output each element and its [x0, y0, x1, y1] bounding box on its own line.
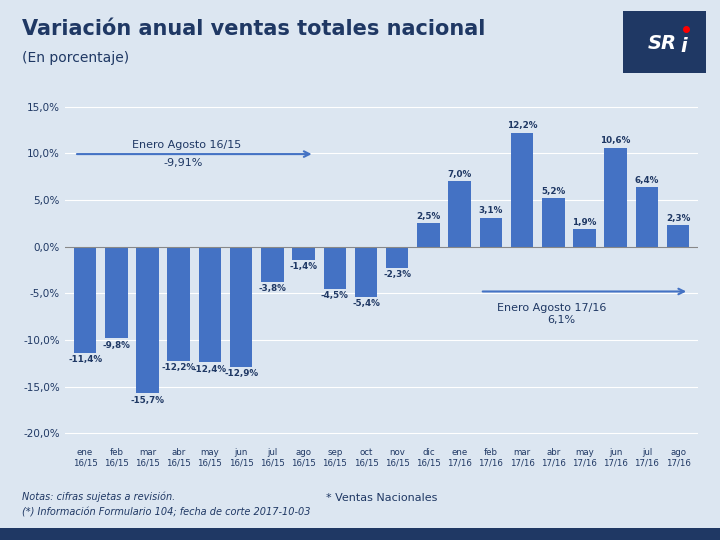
Text: -1,4%: -1,4%	[289, 262, 318, 271]
Text: 2,5%: 2,5%	[416, 212, 441, 221]
Bar	[261, 247, 284, 282]
Text: (*) Información Formulario 104; fecha de corte 2017-10-03: (*) Información Formulario 104; fecha de…	[22, 508, 310, 518]
Bar	[74, 247, 96, 353]
Text: * Ventas Nacionales: * Ventas Nacionales	[326, 493, 437, 503]
Bar	[667, 225, 689, 247]
Bar	[636, 187, 658, 247]
Text: -12,4%: -12,4%	[193, 365, 227, 374]
Text: 2,3%: 2,3%	[666, 214, 690, 223]
Text: -5,4%: -5,4%	[352, 299, 380, 308]
Text: -9,8%: -9,8%	[102, 341, 130, 349]
Text: 6,1%: 6,1%	[547, 315, 575, 325]
Bar	[417, 224, 440, 247]
Bar	[573, 229, 595, 247]
Bar	[292, 247, 315, 260]
Text: 3,1%: 3,1%	[479, 206, 503, 215]
Bar	[355, 247, 377, 297]
Text: 12,2%: 12,2%	[507, 122, 537, 130]
Text: Enero Agosto 16/15: Enero Agosto 16/15	[132, 140, 241, 150]
Text: (En porcentaje): (En porcentaje)	[22, 51, 129, 65]
Text: Enero Agosto 17/16: Enero Agosto 17/16	[497, 303, 606, 313]
Text: -15,7%: -15,7%	[130, 396, 164, 404]
Text: 1,9%: 1,9%	[572, 218, 597, 227]
Text: 10,6%: 10,6%	[600, 136, 631, 145]
Text: Variación anual ventas totales nacional: Variación anual ventas totales nacional	[22, 19, 485, 39]
Bar	[105, 247, 127, 338]
Bar	[323, 247, 346, 289]
Text: 6,4%: 6,4%	[635, 176, 659, 185]
Text: -12,9%: -12,9%	[224, 369, 258, 379]
Text: -3,8%: -3,8%	[258, 285, 287, 293]
Bar	[480, 218, 502, 247]
Text: -2,3%: -2,3%	[383, 271, 411, 280]
Text: i: i	[681, 37, 688, 56]
Text: 5,2%: 5,2%	[541, 187, 565, 195]
Text: 7,0%: 7,0%	[448, 170, 472, 179]
Text: -12,2%: -12,2%	[162, 363, 196, 372]
Bar	[136, 247, 158, 393]
Bar	[542, 198, 564, 247]
Text: Notas: cifras sujetas a revisión.: Notas: cifras sujetas a revisión.	[22, 491, 175, 502]
Text: -4,5%: -4,5%	[321, 291, 348, 300]
Bar	[199, 247, 221, 362]
Bar	[168, 247, 190, 361]
Bar	[386, 247, 408, 268]
Bar	[605, 147, 627, 247]
Bar	[510, 133, 534, 247]
Text: -11,4%: -11,4%	[68, 355, 102, 364]
Bar	[230, 247, 253, 367]
Bar	[449, 181, 471, 247]
Text: SR: SR	[648, 33, 677, 52]
Text: -9,91%: -9,91%	[163, 158, 202, 168]
